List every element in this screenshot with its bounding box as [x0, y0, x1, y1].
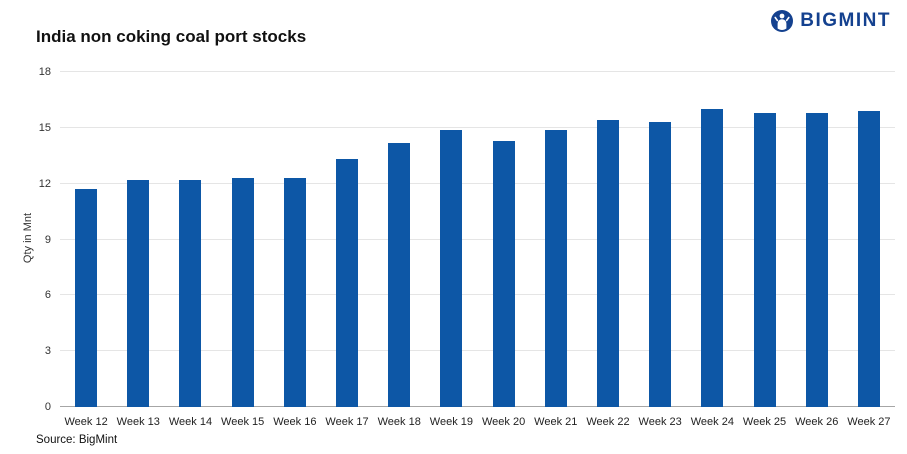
chart-title: India non coking coal port stocks	[36, 27, 307, 46]
gridline	[60, 350, 895, 352]
bar	[857, 111, 880, 407]
x-tick-label: Week 17	[325, 416, 369, 428]
x-tick-label: Week 12	[64, 416, 108, 428]
gridline	[60, 71, 895, 72]
bar-slot: Week 26	[791, 72, 843, 428]
bigmint-logo-icon	[771, 10, 794, 32]
bar	[283, 178, 306, 407]
x-axis-line	[60, 406, 895, 407]
gridline	[60, 238, 895, 240]
x-tick-label: Week 24	[690, 416, 734, 428]
bar-slot: Week 22	[582, 72, 634, 428]
bar	[336, 159, 359, 407]
bar-slot: Week 25	[738, 72, 790, 428]
bar	[805, 112, 828, 407]
plot-area: 0 3 6 9 12 15 18 Week 12 Week 13 Week 14 Week 15 We…	[39, 66, 895, 428]
y-tick-label: 6	[44, 289, 51, 302]
bar	[492, 140, 515, 407]
bar-slot: Week 13	[112, 72, 164, 428]
y-tick-label: 0	[44, 401, 51, 413]
x-tick-label: Week 13	[116, 416, 160, 428]
y-tick-label: 3	[44, 345, 51, 358]
bar-slot: Week 27	[843, 72, 895, 428]
x-tick-label: Week 23	[638, 416, 682, 428]
bar	[127, 179, 150, 407]
y-tick-label: 12	[38, 177, 51, 190]
bar-slot: Week 21	[530, 72, 582, 428]
bigmint-logo-text: BIGMINT	[800, 10, 891, 31]
y-tick-label: 18	[38, 66, 51, 78]
bar	[596, 120, 619, 407]
bar-slot: Week 16	[269, 72, 321, 428]
bar-slot: Week 20	[478, 72, 530, 428]
bar-slot: Week 14	[164, 72, 216, 428]
bar-slot: Week 15	[217, 72, 269, 428]
x-tick-label: Week 19	[429, 416, 474, 428]
bar-slot: Week 19	[425, 72, 477, 428]
bar	[649, 122, 672, 407]
bar	[231, 178, 254, 407]
x-tick-label: Week 14	[168, 416, 213, 428]
x-tick-label: Week 16	[273, 416, 317, 428]
source-note: Source: BigMint	[36, 434, 118, 446]
x-tick-label: Week 25	[742, 416, 787, 428]
bar-slot: Week 23	[634, 72, 686, 428]
bar	[440, 129, 463, 407]
gridline	[60, 182, 895, 184]
bar	[75, 189, 98, 407]
bar-slot: Week 24	[686, 72, 738, 428]
x-tick-label: Week 20	[481, 416, 526, 428]
x-tick-label: Week 26	[795, 416, 839, 428]
x-tick-label: Week 15	[221, 416, 265, 428]
bar-slot: Week 12	[60, 72, 112, 428]
x-tick-label: Week 27	[847, 416, 891, 428]
bigmint-logo: BIGMINT	[770, 9, 891, 33]
x-tick-label: Week 18	[377, 416, 421, 428]
x-tick-label: Week 22	[586, 416, 630, 428]
bar-slot: Week 17	[321, 72, 373, 428]
y-axis-title: Qty in Mnt	[22, 212, 34, 264]
gridline	[60, 126, 895, 128]
bar-series: Week 12 Week 13 Week 14 Week 15 Week 16 Week …	[60, 72, 895, 428]
gridline	[60, 294, 895, 296]
y-tick-label: 15	[38, 121, 51, 134]
bar-slot: Week 18	[373, 72, 425, 428]
bar	[388, 142, 411, 407]
bar	[701, 109, 724, 407]
bar	[544, 129, 567, 407]
x-tick-label: Week 21	[534, 416, 578, 428]
bar	[179, 179, 202, 407]
bar	[753, 112, 776, 407]
y-tick-label: 9	[44, 233, 51, 246]
